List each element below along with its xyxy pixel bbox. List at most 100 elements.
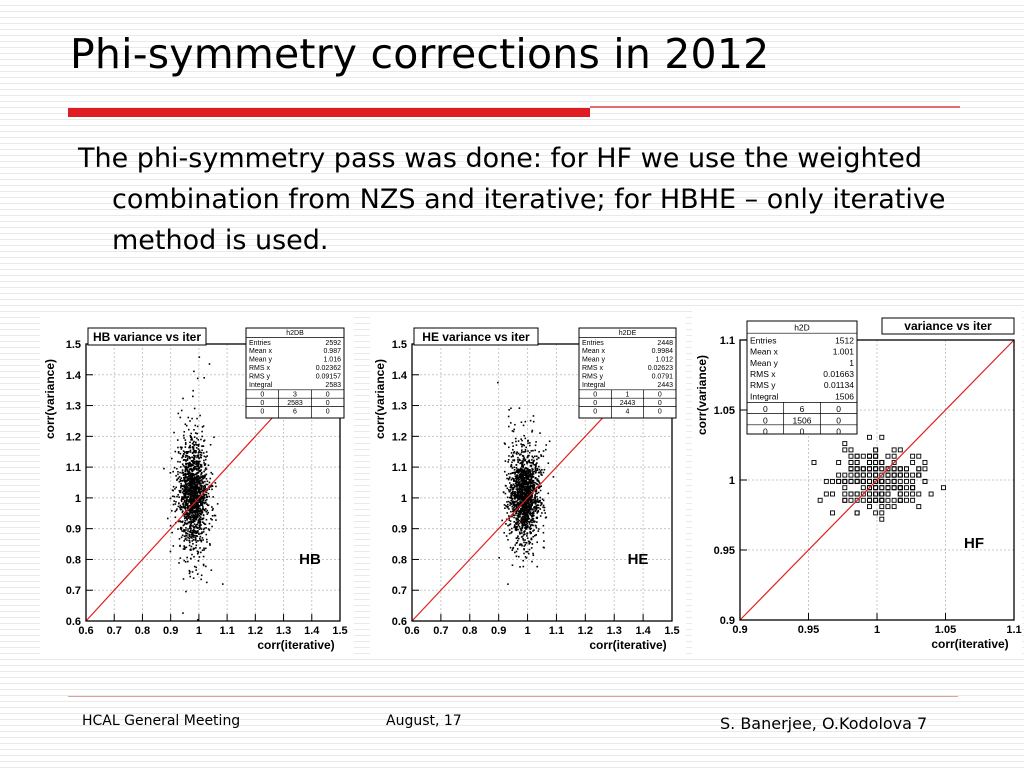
data-point xyxy=(190,522,193,525)
data-point xyxy=(527,552,530,555)
data-point xyxy=(527,440,529,442)
data-point xyxy=(891,472,897,478)
data-point xyxy=(527,492,529,495)
data-point xyxy=(194,466,197,468)
data-point xyxy=(538,482,541,484)
data-point xyxy=(202,475,204,477)
data-point xyxy=(532,456,535,459)
data-point xyxy=(189,449,192,452)
data-point xyxy=(187,560,189,563)
data-point xyxy=(190,545,193,548)
data-point xyxy=(535,508,538,511)
data-point xyxy=(194,481,197,484)
data-point xyxy=(517,528,519,531)
data-point xyxy=(197,438,200,441)
data-point xyxy=(885,485,891,491)
data-point xyxy=(184,516,187,518)
data-point xyxy=(532,461,535,463)
data-point xyxy=(198,497,201,500)
data-point xyxy=(519,511,522,514)
x-tick-label: 1 xyxy=(196,625,202,637)
data-point xyxy=(523,434,525,437)
data-point xyxy=(520,528,522,530)
data-point xyxy=(213,436,215,439)
data-point xyxy=(514,437,517,440)
data-point xyxy=(196,463,199,465)
data-point xyxy=(200,574,203,577)
data-point xyxy=(535,471,537,473)
stats-value: 1.012 xyxy=(655,357,673,364)
data-point xyxy=(879,491,885,497)
chart-title-box xyxy=(413,327,539,346)
data-point xyxy=(518,481,520,484)
data-point xyxy=(181,480,184,482)
data-point xyxy=(221,583,224,585)
data-point xyxy=(198,510,201,513)
data-point xyxy=(520,477,522,480)
data-point xyxy=(848,466,854,472)
data-point xyxy=(528,510,530,512)
data-point xyxy=(529,511,532,513)
data-point xyxy=(199,527,202,529)
data-point xyxy=(185,424,188,427)
data-point xyxy=(184,547,186,549)
data-point xyxy=(211,515,214,517)
data-point xyxy=(185,537,187,540)
x-tick-label: 0.9 xyxy=(491,625,506,637)
y-tick-label: 1.2 xyxy=(66,431,81,443)
x-tick-label: 0.9 xyxy=(732,624,747,636)
data-point xyxy=(195,449,197,452)
y-tick-label: 1.1 xyxy=(392,462,407,474)
data-point xyxy=(192,461,194,463)
data-point xyxy=(867,478,872,484)
data-point xyxy=(522,559,524,562)
data-point xyxy=(199,482,202,485)
data-point xyxy=(195,539,197,542)
data-point xyxy=(211,485,214,487)
data-point xyxy=(189,500,192,503)
data-point xyxy=(186,477,189,479)
data-point xyxy=(531,459,533,461)
data-point xyxy=(879,466,885,472)
data-point xyxy=(202,521,204,524)
data-point xyxy=(533,529,535,531)
data-point xyxy=(195,517,198,519)
data-point xyxy=(517,535,519,537)
data-point xyxy=(885,504,891,510)
data-point xyxy=(189,527,192,529)
data-point xyxy=(530,489,533,491)
data-point xyxy=(209,486,212,488)
data-point xyxy=(547,492,550,495)
data-point xyxy=(197,514,199,517)
data-point xyxy=(195,447,198,449)
data-point xyxy=(529,509,531,511)
data-point xyxy=(519,502,522,504)
data-point xyxy=(511,508,514,510)
data-point xyxy=(186,503,189,506)
data-point xyxy=(535,505,537,507)
data-point xyxy=(518,407,521,409)
data-point xyxy=(514,485,516,488)
data-point xyxy=(885,497,891,503)
data-point xyxy=(193,370,195,373)
x-tick-label: 0.7 xyxy=(433,625,448,637)
data-point xyxy=(193,507,196,509)
data-point xyxy=(538,528,540,530)
data-point xyxy=(183,493,186,496)
data-point xyxy=(200,509,202,511)
data-point xyxy=(199,547,201,549)
data-point xyxy=(191,439,193,441)
data-point xyxy=(529,473,532,476)
x-tick-label: 1.1 xyxy=(549,625,564,637)
data-point xyxy=(516,512,518,515)
data-point xyxy=(513,492,515,495)
data-point xyxy=(520,522,522,524)
data-point xyxy=(181,469,184,471)
data-point xyxy=(528,543,531,545)
data-point xyxy=(528,504,531,506)
data-point xyxy=(510,532,513,534)
data-point xyxy=(179,461,181,463)
data-point xyxy=(513,459,516,462)
data-point xyxy=(179,491,182,494)
data-point xyxy=(867,491,872,497)
